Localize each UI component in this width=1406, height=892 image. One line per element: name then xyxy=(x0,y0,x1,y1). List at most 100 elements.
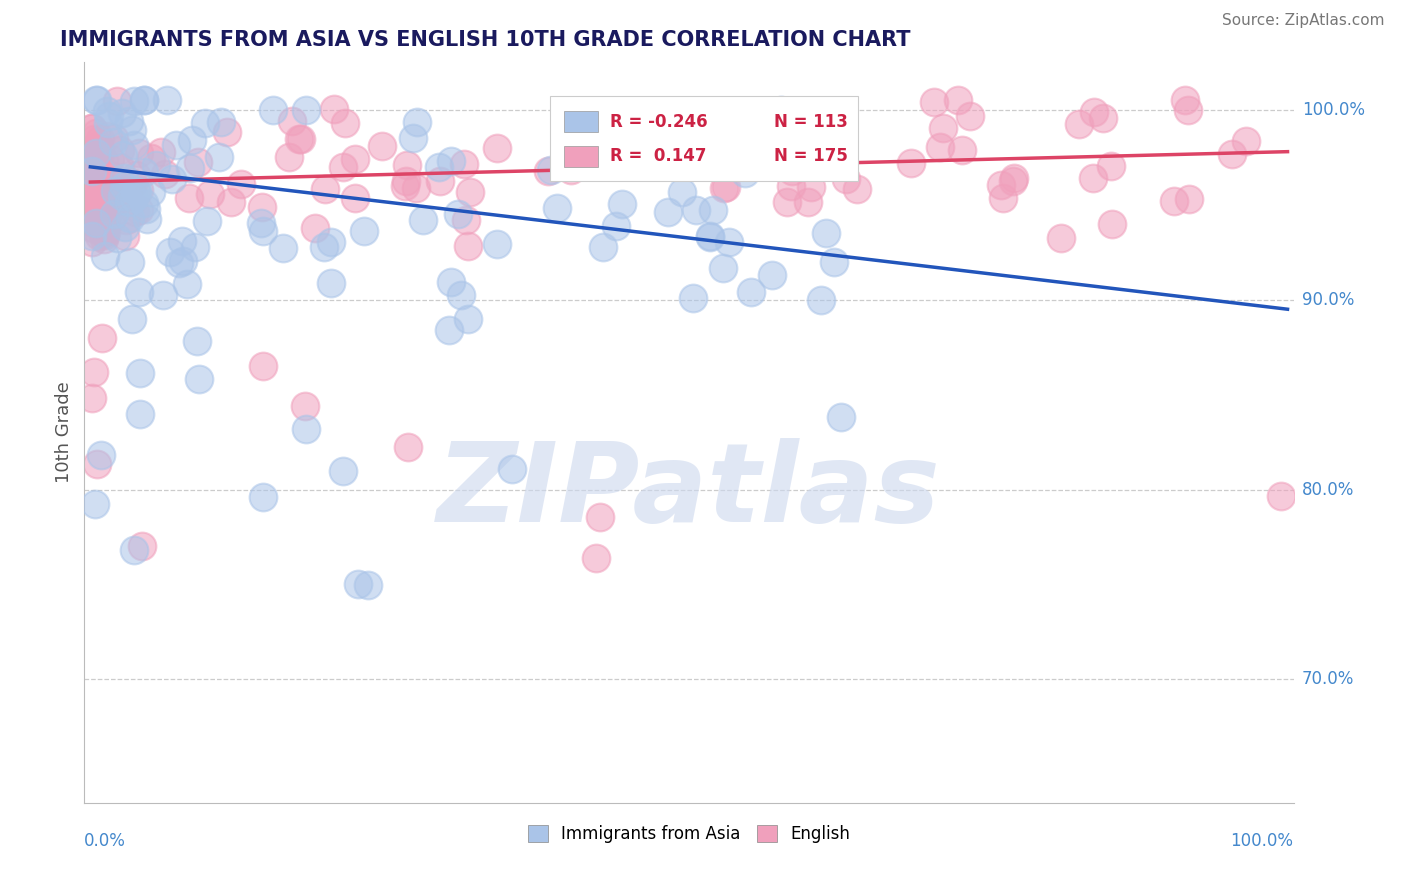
Point xyxy=(83,172,105,186)
Point xyxy=(96,225,118,239)
Point xyxy=(89,145,111,160)
Point xyxy=(187,155,209,169)
Point xyxy=(122,176,145,190)
Point xyxy=(93,153,115,168)
Point xyxy=(485,140,508,154)
Point xyxy=(94,185,117,199)
Point xyxy=(97,201,120,215)
Text: Source: ZipAtlas.com: Source: ZipAtlas.com xyxy=(1222,13,1385,29)
Point xyxy=(80,198,103,212)
Point xyxy=(156,94,179,108)
Point xyxy=(115,212,138,227)
Text: N = 175: N = 175 xyxy=(773,147,848,165)
Point xyxy=(485,236,508,251)
Point xyxy=(108,144,131,158)
Point xyxy=(152,288,174,302)
Text: 0.0%: 0.0% xyxy=(84,832,127,850)
Point xyxy=(124,205,146,219)
Point xyxy=(457,238,479,252)
Point xyxy=(159,245,181,260)
Point xyxy=(371,139,394,153)
Point xyxy=(314,181,336,195)
Point xyxy=(89,132,111,146)
Point xyxy=(87,198,110,212)
Point xyxy=(716,180,738,194)
Point xyxy=(87,174,110,188)
Point xyxy=(122,137,145,152)
Point xyxy=(585,551,607,566)
Y-axis label: 10th Grade: 10th Grade xyxy=(55,382,73,483)
Point xyxy=(991,191,1014,205)
Point xyxy=(294,400,316,414)
Point xyxy=(124,95,146,109)
Point xyxy=(776,194,799,209)
Point xyxy=(290,132,312,146)
Point xyxy=(450,288,472,302)
Point xyxy=(83,177,105,191)
Point xyxy=(429,174,451,188)
Point xyxy=(610,197,633,211)
Point xyxy=(922,95,945,110)
Point xyxy=(1099,159,1122,173)
Point xyxy=(637,132,659,146)
Point xyxy=(412,212,434,227)
Point xyxy=(249,216,271,230)
Point xyxy=(280,113,302,128)
Point xyxy=(120,211,142,225)
Point xyxy=(990,178,1012,193)
Point xyxy=(105,94,128,108)
Point xyxy=(101,169,124,183)
Point xyxy=(167,256,190,270)
Point xyxy=(122,543,145,558)
Point xyxy=(145,158,167,172)
Point xyxy=(82,196,104,211)
Point xyxy=(135,202,157,216)
Point xyxy=(98,153,121,167)
Point xyxy=(86,173,108,187)
Point xyxy=(711,260,734,275)
Point xyxy=(319,235,342,249)
Point xyxy=(103,131,125,145)
Point xyxy=(86,139,108,153)
Point xyxy=(288,132,311,146)
Point xyxy=(219,195,242,210)
Point xyxy=(97,182,120,196)
Point xyxy=(101,135,124,149)
Point xyxy=(1163,194,1185,208)
Point xyxy=(769,103,792,117)
FancyBboxPatch shape xyxy=(564,112,599,132)
Point xyxy=(105,178,128,193)
Point xyxy=(562,150,585,164)
Point xyxy=(217,125,239,139)
FancyBboxPatch shape xyxy=(550,95,858,181)
Point xyxy=(128,285,150,299)
Point xyxy=(1101,217,1123,231)
Point xyxy=(114,229,136,244)
Text: 70.0%: 70.0% xyxy=(1302,671,1354,689)
Point xyxy=(83,202,105,216)
Point xyxy=(1067,117,1090,131)
Text: IMMIGRANTS FROM ASIA VS ENGLISH 10TH GRADE CORRELATION CHART: IMMIGRANTS FROM ASIA VS ENGLISH 10TH GRA… xyxy=(60,29,911,50)
Point xyxy=(84,146,107,161)
Text: R =  0.147: R = 0.147 xyxy=(610,147,707,165)
Point xyxy=(150,145,173,159)
Point xyxy=(84,497,107,511)
Point xyxy=(87,228,110,243)
Point xyxy=(830,409,852,424)
Point xyxy=(122,191,145,205)
Point xyxy=(1174,94,1197,108)
Point xyxy=(685,202,707,217)
Point xyxy=(97,129,120,144)
Point xyxy=(208,150,231,164)
Point xyxy=(112,178,135,193)
Point xyxy=(170,234,193,248)
Point xyxy=(1083,105,1105,120)
Point xyxy=(835,171,858,186)
Point xyxy=(740,285,762,300)
Point xyxy=(322,102,344,116)
Point xyxy=(699,229,721,244)
Legend: Immigrants from Asia, English: Immigrants from Asia, English xyxy=(522,819,856,850)
Point xyxy=(823,255,845,269)
Point xyxy=(671,185,693,199)
Point xyxy=(564,139,586,153)
